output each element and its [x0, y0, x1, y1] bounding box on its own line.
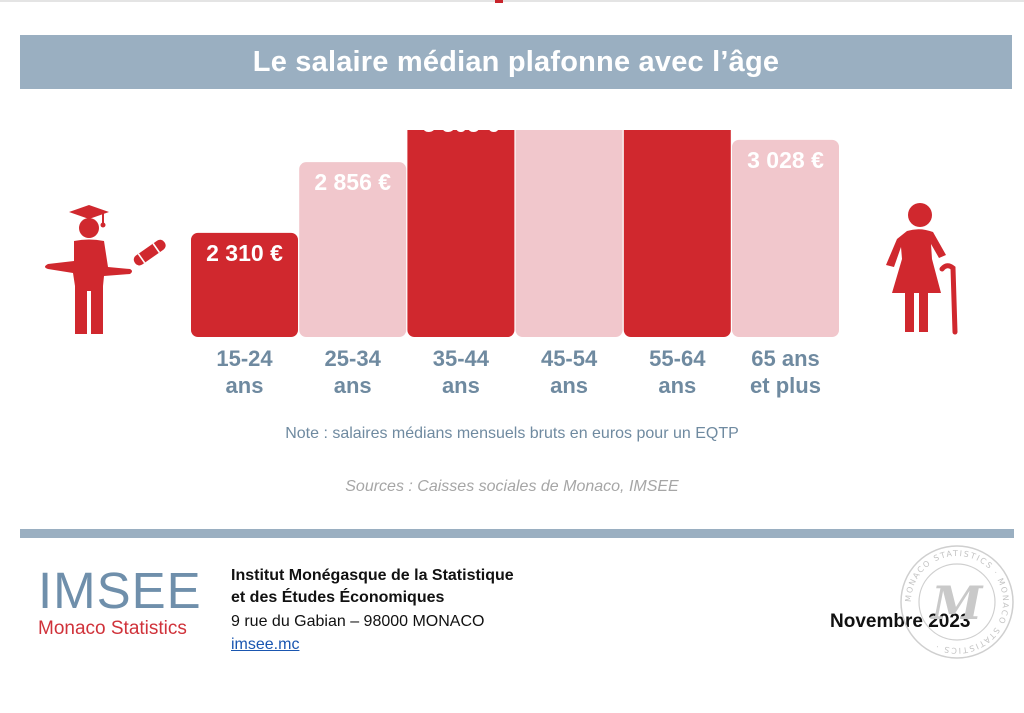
publication-date: Novembre 2023 [830, 611, 971, 632]
bar-1 [191, 232, 298, 337]
elderly-person-icon [886, 203, 958, 335]
organization-block: Institut Monégasque de la Statistique et… [231, 565, 514, 656]
chart-sources: Sources : Caisses sociales de Monaco, IM… [345, 478, 679, 495]
chart-note: Note : salaires médians mensuels bruts e… [285, 425, 739, 442]
data-label-6: 3 028 € [747, 147, 824, 173]
data-label-2: 2 856 € [314, 169, 391, 195]
top-marker [495, 0, 503, 3]
monaco-statistics-seal: MONACO STATISTICS · MONACO STATISTICS · … [900, 545, 1014, 659]
website-link[interactable]: imsee.mc [231, 636, 300, 653]
category-label-5-line-1: 55-64 [649, 346, 706, 371]
title-band: Le salaire médian plafonne avec l’âge [20, 35, 1012, 89]
category-label-3-line-1: 35-44 [433, 346, 490, 371]
data-label-3: 3 305 € [423, 130, 500, 137]
footer-divider [20, 529, 1014, 538]
bar-4 [515, 130, 623, 337]
org-name-line2: et des Études Économiques [231, 589, 445, 606]
bar-5 [623, 130, 731, 337]
category-label-2-line-2: ans [334, 373, 372, 398]
category-label-3-line-2: ans [442, 373, 480, 398]
chart-title: Le salaire médian plafonne avec l’âge [252, 45, 780, 78]
bar-3 [407, 130, 515, 337]
category-label-1-line-2: ans [226, 373, 264, 398]
category-label-4-line-2: ans [550, 373, 588, 398]
top-border [0, 0, 1024, 2]
logo-subtitle: Monaco Statistics [38, 618, 187, 639]
seal-letter: M [930, 576, 985, 630]
category-label-6-line-2: et plus [750, 373, 821, 398]
bar-2 [299, 162, 407, 337]
category-label-5-line-2: ans [658, 373, 696, 398]
bar-6 [732, 139, 839, 337]
imsee-logo: IMSEE Monaco Statistics [38, 565, 202, 640]
logo-wordmark: IMSEE [38, 562, 202, 619]
org-address: 9 rue du Gabian – 98000 MONACO [231, 613, 485, 630]
category-label-2-line-1: 25-34 [325, 346, 382, 371]
category-label-1-line-1: 15-24 [216, 346, 273, 371]
graduate-icon [45, 205, 166, 334]
data-label-1: 2 310 € [206, 240, 283, 266]
org-name-line1: Institut Monégasque de la Statistique [231, 567, 514, 584]
category-label-4-line-1: 45-54 [541, 346, 598, 371]
category-label-6-line-1: 65 ans [751, 346, 820, 371]
